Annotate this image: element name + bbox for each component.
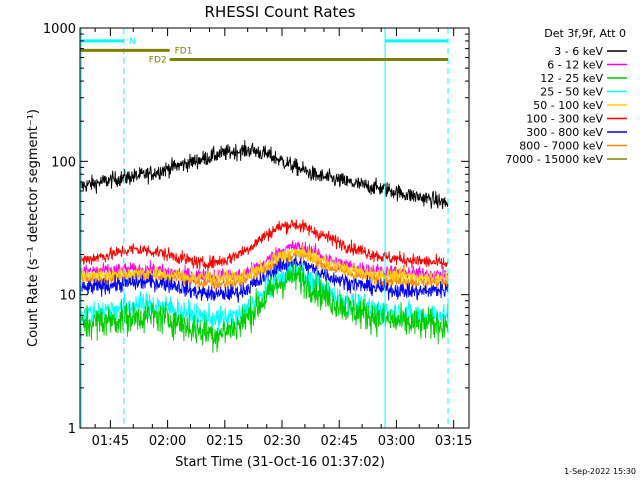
legend-label-12-25-kev: 12 - 25 keV [540, 72, 603, 85]
legend-label-800-7000-kev: 800 - 7000 keV [519, 140, 603, 153]
x-tick-label: 02:00 [149, 434, 186, 449]
markers-layer [80, 28, 449, 428]
attenuator-label-n: N [129, 37, 136, 47]
y-tick-label: 1 [68, 422, 76, 437]
legend-label-300-800-kev: 300 - 800 keV [526, 126, 603, 139]
legend-label-3-6-kev: 3 - 6 keV [554, 45, 603, 58]
y-tick-label: 10 [59, 289, 76, 304]
footer-timestamp: 1-Sep-2022 15:30 [564, 467, 636, 476]
x-tick-label: 03:00 [378, 434, 415, 449]
series-line-300-800-kev [79, 254, 449, 303]
attenuator-bars-layer: N FD1 FD2 [80, 37, 449, 66]
series-line-3-6-kev [79, 140, 449, 209]
series-line-12-25-kev [79, 259, 449, 353]
attenuator-label-fd2: FD2 [149, 56, 167, 66]
legend-label-6-12-kev: 6 - 12 keV [547, 59, 603, 72]
y-axis-label: Count Rate (s⁻¹ detector segment⁻¹) [26, 109, 41, 347]
series-layer [79, 140, 449, 353]
x-tick-label: 02:45 [320, 434, 357, 449]
attenuator-label-fd1: FD1 [175, 46, 193, 56]
legend-label-7000-15000-kev: 7000 - 15000 keV [505, 153, 603, 166]
plot-frame [79, 27, 470, 429]
x-tick-label: 02:30 [263, 434, 300, 449]
x-tick-label: 01:45 [92, 434, 129, 449]
legend-label-50-100-kev: 50 - 100 keV [533, 99, 603, 112]
x-axis-label: Start Time (31-Oct-16 01:37:02) [175, 455, 385, 470]
x-tick-label: 03:15 [435, 434, 472, 449]
axes-layer: 01:45 02:00 02:15 02:30 02:45 03:00 03:15 1 10 10… [43, 22, 472, 449]
legend-title: Det 3f,9f, Att 0 [544, 27, 626, 40]
x-tick-label: 02:15 [206, 434, 243, 449]
legend-label-100-300-kev: 100 - 300 keV [526, 113, 603, 126]
y-tick-label: 1000 [43, 22, 76, 37]
chart-title: RHESSI Count Rates [205, 3, 356, 21]
series-line-100-300-kev [79, 219, 449, 272]
legend-label-25-50-kev: 25 - 50 keV [540, 86, 603, 99]
series-line-50-100-kev [79, 243, 449, 288]
y-tick-label: 100 [51, 155, 76, 170]
